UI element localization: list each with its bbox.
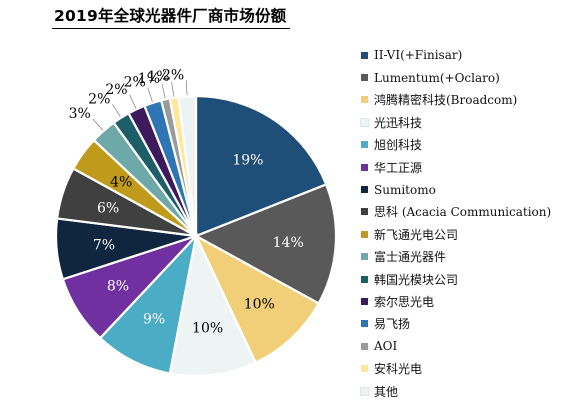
legend-label: 易飞扬 — [374, 317, 411, 332]
legend-item: Sumitomo — [361, 178, 551, 200]
legend-swatch — [361, 365, 368, 373]
legend-swatch — [361, 51, 368, 59]
slice-data-label: 1% — [147, 69, 169, 85]
legend-item: Lumentum(+Oclaro) — [361, 66, 551, 88]
slice-data-label: 6% — [97, 200, 119, 216]
legend-label: 富士通光器件 — [374, 250, 447, 265]
pie-slice-1 — [194, 94, 328, 238]
slice-data-label: 4% — [110, 175, 132, 191]
legend-swatch — [361, 253, 368, 261]
leader-line — [112, 104, 121, 118]
leader-line — [147, 87, 153, 103]
legend-label: 华工正源 — [374, 160, 423, 175]
legend-swatch — [361, 74, 368, 82]
leader-line — [129, 94, 137, 109]
legend-label: 旭创科技 — [374, 138, 423, 153]
legend-item: II-VI(+Finisar) — [361, 44, 551, 66]
slice-data-label: 19% — [232, 153, 263, 169]
legend-label: 鸿腾精密科技(Broadcom) — [374, 93, 518, 108]
slice-data-label: 2% — [105, 82, 127, 98]
legend-item: 华工正源 — [361, 156, 551, 178]
slice-data-label: 10% — [192, 321, 223, 337]
legend-swatch — [360, 117, 369, 127]
slice-data-label: 14% — [273, 235, 304, 251]
legend-label: 其他 — [374, 384, 399, 399]
pie-slice-2 — [193, 183, 338, 305]
legend-swatch — [361, 297, 368, 305]
slice-data-label: 2% — [162, 67, 184, 83]
legend-item: 安科光电 — [361, 357, 551, 379]
legend-item: AOI — [361, 335, 551, 357]
legend-swatch — [361, 320, 368, 328]
pie-slice-3 — [193, 233, 321, 365]
legend-item: 易飞扬 — [361, 313, 551, 335]
legend-swatch — [361, 208, 368, 216]
legend-swatch — [361, 141, 368, 149]
legend-label: 思科 (Acacia Communication) — [374, 205, 552, 220]
leader-line — [92, 118, 104, 131]
pie-slice-4 — [168, 232, 258, 378]
slice-data-label: 1% — [138, 71, 160, 87]
legend-label: II-VI(+Finisar) — [374, 48, 463, 63]
legend: II-VI(+Finisar) Lumentum(+Oclaro) 鸿腾精密科技(B… — [360, 44, 551, 402]
legend-label: Lumentum(+Oclaro) — [374, 70, 500, 85]
legend-item: 韩国光模块公司 — [361, 268, 551, 290]
legend-label: 光迅科技 — [374, 115, 423, 130]
pie-slice-16 — [177, 94, 198, 237]
legend-item: 思科 (Acacia Communication) — [361, 201, 551, 223]
legend-label: Sumitomo — [374, 182, 436, 197]
slice-data-label: 9% — [143, 311, 165, 327]
slice-data-label: 8% — [107, 279, 129, 295]
leader-line — [185, 80, 188, 96]
leader-line — [161, 83, 166, 99]
legend-item: 新飞通光电公司 — [361, 223, 551, 245]
slice-data-label: 2% — [88, 91, 110, 107]
legend-item: 旭创科技 — [361, 134, 551, 156]
legend-item: 光迅科技 — [360, 111, 551, 133]
legend-swatch — [361, 342, 368, 350]
legend-item: 索尔思光电 — [361, 290, 551, 312]
legend-label: 韩国光模块公司 — [374, 272, 459, 287]
slice-data-label: 2% — [124, 75, 146, 91]
legend-item: 鸿腾精密科技(Broadcom) — [361, 89, 551, 111]
legend-item: 其他 — [360, 380, 551, 402]
leader-line — [171, 81, 175, 97]
legend-label: 索尔思光电 — [374, 294, 435, 309]
legend-swatch — [361, 275, 368, 283]
slice-data-label: 3% — [69, 106, 91, 122]
legend-item: 富士通光器件 — [361, 246, 551, 268]
pie-slice-5 — [98, 232, 198, 375]
slice-data-label: 10% — [244, 296, 275, 312]
legend-label: AOI — [374, 339, 398, 354]
legend-swatch — [361, 186, 368, 194]
slice-data-label: 7% — [93, 238, 115, 254]
legend-swatch — [361, 96, 368, 104]
legend-label: 新飞通光电公司 — [374, 227, 459, 242]
legend-swatch — [360, 386, 369, 396]
legend-swatch — [361, 230, 368, 238]
chart-title: 2019年全球光器件厂商市场份额 — [52, 4, 291, 29]
legend-swatch — [361, 163, 368, 171]
legend-label: 安科光电 — [374, 362, 423, 377]
